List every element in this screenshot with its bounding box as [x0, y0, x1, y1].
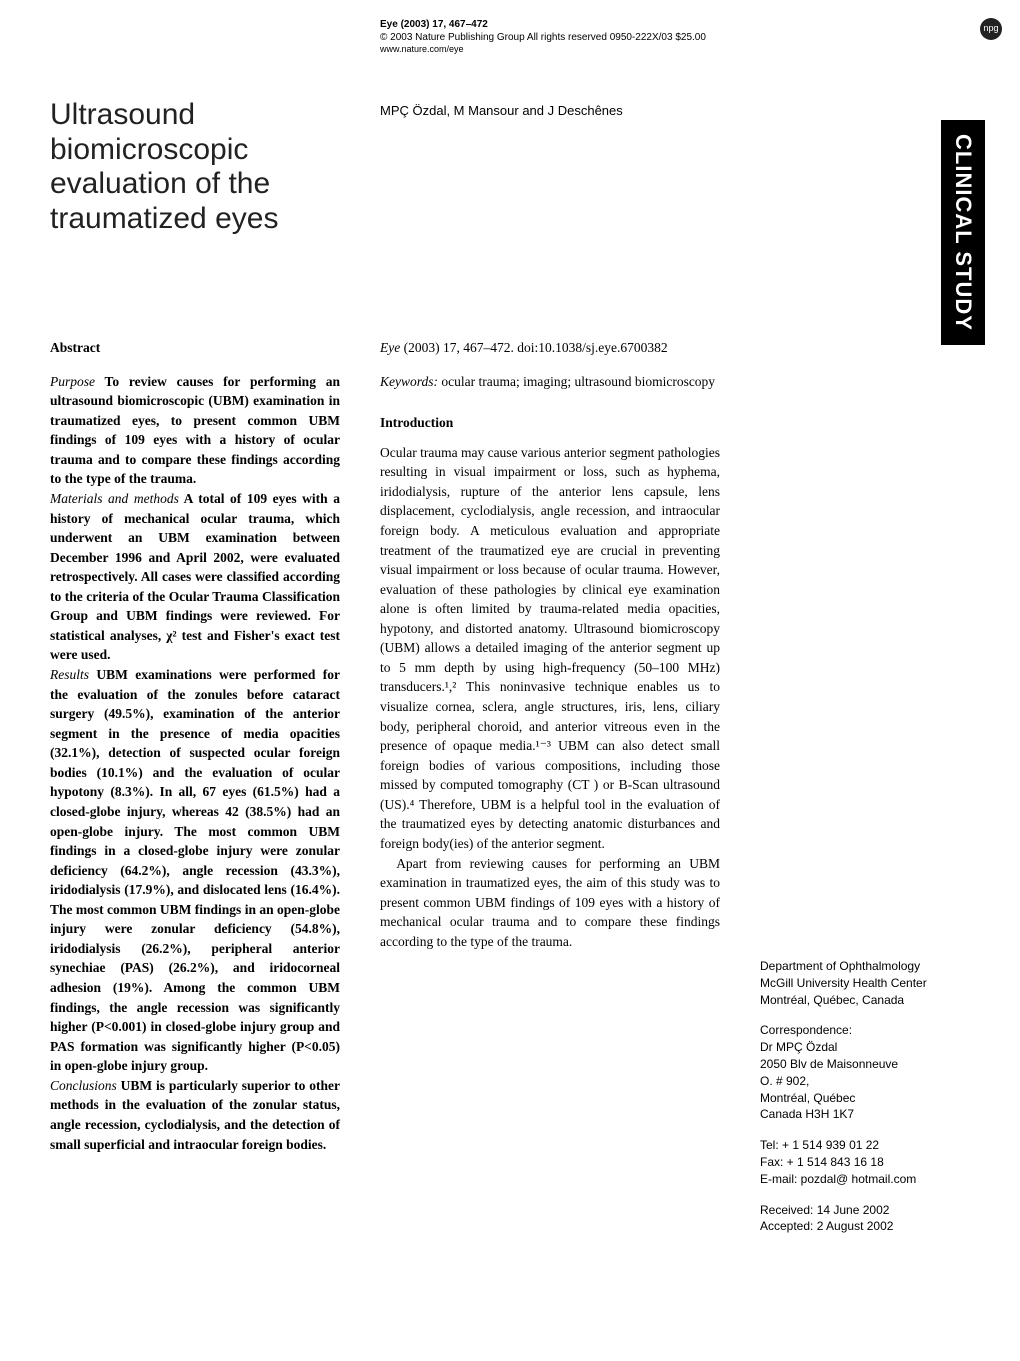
- introduction-body: Ocular trauma may cause various anterior…: [380, 443, 720, 952]
- purpose-label: Purpose: [50, 374, 95, 389]
- journal-header: Eye (2003) 17, 467–472 © 2003 Nature Pub…: [380, 18, 706, 56]
- affiliation-block: Department of Ophthalmology McGill Unive…: [760, 958, 970, 1008]
- keywords-text: ocular trauma; imaging; ultrasound biomi…: [438, 374, 715, 389]
- npg-logo-icon: npg: [980, 18, 1002, 40]
- results-text: UBM examinations were performed for the …: [50, 667, 340, 1073]
- correspondence-label: Correspondence:: [760, 1022, 970, 1039]
- citation-line: Eye (2003) 17, 467–472. doi:10.1038/sj.e…: [380, 338, 720, 358]
- correspondence-email: E-mail: pozdal@ hotmail.com: [760, 1171, 970, 1188]
- methods-label: Materials and methods: [50, 491, 179, 506]
- correspondence-addr4: Canada H3H 1K7: [760, 1106, 970, 1123]
- right-sidebar: Department of Ophthalmology McGill Unive…: [760, 958, 970, 1249]
- abstract-column: Abstract Purpose To review causes for pe…: [50, 338, 340, 1154]
- correspondence-fax: Fax: + 1 514 843 16 18: [760, 1154, 970, 1171]
- correspondence-block: Correspondence: Dr MPÇ Özdal 2050 Blv de…: [760, 1022, 970, 1123]
- dates-block: Received: 14 June 2002 Accepted: 2 Augus…: [760, 1202, 970, 1236]
- conclusions-label: Conclusions: [50, 1078, 117, 1093]
- correspondence-name: Dr MPÇ Özdal: [760, 1039, 970, 1056]
- contact-block: Tel: + 1 514 939 01 22 Fax: + 1 514 843 …: [760, 1137, 970, 1187]
- correspondence-tel: Tel: + 1 514 939 01 22: [760, 1137, 970, 1154]
- date-received: Received: 14 June 2002: [760, 1202, 970, 1219]
- citation-journal: Eye: [380, 340, 400, 355]
- correspondence-addr3: Montréal, Québec: [760, 1090, 970, 1107]
- introduction-heading: Introduction: [380, 413, 720, 433]
- keywords-line: Keywords: ocular trauma; imaging; ultras…: [380, 372, 720, 392]
- affiliation-loc: Montréal, Québec, Canada: [760, 992, 970, 1009]
- abstract-conclusions: Conclusions UBM is particularly superior…: [50, 1076, 340, 1154]
- journal-ref-line: Eye (2003) 17, 467–472: [380, 18, 706, 31]
- abstract-purpose: Purpose To review causes for performing …: [50, 372, 340, 489]
- abstract-results: Results UBM examinations were performed …: [50, 665, 340, 1076]
- journal-copyright: © 2003 Nature Publishing Group All right…: [380, 31, 706, 44]
- methods-text: A total of 109 eyes with a history of me…: [50, 491, 340, 663]
- citation-rest: (2003) 17, 467–472. doi:10.1038/sj.eye.6…: [400, 340, 667, 355]
- article-type-tab: CLINICAL STUDY: [941, 120, 985, 345]
- intro-paragraph-1: Ocular trauma may cause various anterior…: [380, 443, 720, 854]
- affiliation-inst: McGill University Health Center: [760, 975, 970, 992]
- correspondence-addr2: O. # 902,: [760, 1073, 970, 1090]
- date-accepted: Accepted: 2 August 2002: [760, 1218, 970, 1235]
- intro-paragraph-2: Apart from reviewing causes for performi…: [380, 854, 720, 952]
- abstract-methods: Materials and methods A total of 109 eye…: [50, 489, 340, 665]
- correspondence-addr1: 2050 Blv de Maisonneuve: [760, 1056, 970, 1073]
- main-column: Eye (2003) 17, 467–472. doi:10.1038/sj.e…: [380, 338, 720, 951]
- purpose-text: To review causes for performing an ultra…: [50, 374, 340, 487]
- abstract-heading: Abstract: [50, 338, 340, 358]
- article-title: Ultrasound biomicroscopic evaluation of …: [50, 98, 350, 236]
- results-label: Results: [50, 667, 89, 682]
- author-list: MPÇ Özdal, M Mansour and J Deschênes: [380, 102, 623, 121]
- affiliation-dept: Department of Ophthalmology: [760, 958, 970, 975]
- journal-website: www.nature.com/eye: [380, 44, 706, 56]
- keywords-label: Keywords:: [380, 374, 438, 389]
